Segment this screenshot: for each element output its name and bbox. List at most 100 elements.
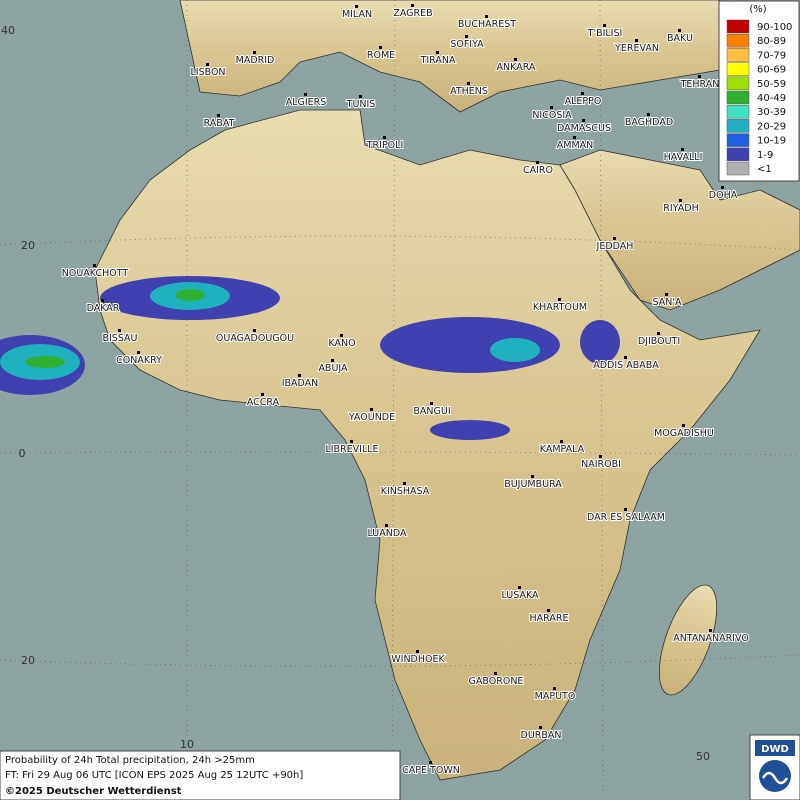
- legend-label: 30-39: [757, 107, 786, 118]
- city-label: HARARE: [530, 613, 569, 624]
- city-marker: [485, 15, 488, 18]
- city-label: TEHRAN: [680, 79, 720, 90]
- city-marker: [547, 609, 550, 612]
- city-marker: [657, 332, 660, 335]
- caption-line: ©2025 Deutscher Wetterdienst: [5, 786, 182, 797]
- city-label: TUNIS: [346, 99, 376, 110]
- legend-swatch: [726, 48, 750, 62]
- city-label: BANGUI: [413, 406, 450, 417]
- grid-label: 20: [21, 654, 35, 667]
- city-marker: [539, 726, 542, 729]
- legend-label: 1-9: [757, 150, 773, 161]
- city-label: DAKAR: [87, 303, 120, 314]
- caption-line: Probability of 24h Total precipitation, …: [5, 755, 255, 766]
- logo-band: [755, 740, 795, 756]
- city-label: DURBAN: [521, 730, 562, 741]
- city-marker: [359, 95, 362, 98]
- legend-swatch: [726, 104, 750, 119]
- legend-swatch: [726, 119, 750, 133]
- city-label: KANO: [328, 338, 355, 349]
- legend-swatch: [726, 76, 750, 91]
- legend-swatch: [726, 33, 750, 48]
- city-marker: [355, 5, 358, 8]
- city-label: DJIBOUTI: [638, 336, 680, 347]
- city-marker: [383, 136, 386, 139]
- city-marker: [217, 114, 220, 117]
- city-marker: [682, 424, 685, 427]
- city-marker: [340, 334, 343, 337]
- city-marker: [370, 408, 373, 411]
- legend-label: 90-100: [757, 22, 792, 33]
- city-label: RIYADH: [663, 203, 698, 214]
- city-label: KINSHASA: [381, 486, 430, 497]
- city-label: YAOUNDE: [348, 412, 395, 423]
- city-label: CONAKRY: [116, 355, 162, 366]
- city-marker: [518, 586, 521, 589]
- city-label: DOHA: [709, 190, 738, 201]
- city-marker: [536, 161, 539, 164]
- city-label: ANKARA: [497, 62, 536, 73]
- city-marker: [206, 63, 209, 66]
- city-label: DAR ES SALAAM: [587, 512, 665, 523]
- city-marker: [304, 93, 307, 96]
- caption-line: FT: Fri 29 Aug 06 UTC [ICON EPS 2025 Aug…: [5, 770, 303, 781]
- city-marker: [430, 402, 433, 405]
- city-label: JEDDAH: [596, 241, 634, 252]
- city-label: GABORONE: [469, 676, 524, 687]
- city-marker: [624, 508, 627, 511]
- grid-label: 40: [1, 24, 15, 37]
- city-marker: [531, 475, 534, 478]
- grid-label: 10: [180, 738, 194, 751]
- city-marker: [721, 186, 724, 189]
- legend-swatch: [726, 161, 750, 176]
- city-marker: [416, 650, 419, 653]
- city-label: WINDHOEK: [391, 654, 445, 665]
- grid-label: 50: [696, 750, 710, 763]
- city-label: OUAGADOUGOU: [216, 333, 294, 344]
- city-label: ABUJA: [318, 363, 348, 374]
- city-label: MOGADISHU: [654, 428, 714, 439]
- city-marker: [385, 524, 388, 527]
- city-label: NAIROBI: [581, 459, 621, 470]
- city-marker: [514, 58, 517, 61]
- legend-label: 40-49: [757, 93, 786, 104]
- city-marker: [467, 82, 470, 85]
- city-marker: [603, 24, 606, 27]
- city-label: ANTANANARIVO: [673, 633, 749, 644]
- city-label: CAIRO: [523, 165, 553, 176]
- legend-label: 10-19: [757, 136, 786, 147]
- city-label: ALEPPO: [565, 96, 602, 107]
- city-marker: [679, 199, 682, 202]
- city-label: SAN'A: [653, 297, 682, 308]
- city-marker: [709, 629, 712, 632]
- city-label: BISSAU: [102, 333, 137, 344]
- city-labels: MILAN ZAGREB BUCHAREST T'BILISI BAKU MADRID RO…: [61, 4, 750, 777]
- legend-swatch: [726, 90, 750, 105]
- city-marker: [403, 482, 406, 485]
- city-label: YEREVAN: [614, 43, 659, 54]
- city-label: NOUAKCHOTT: [62, 268, 129, 279]
- city-marker: [118, 329, 121, 332]
- city-label: BUJUMBURA: [504, 479, 562, 490]
- city-marker: [436, 51, 439, 54]
- city-marker: [261, 393, 264, 396]
- city-label: KHARTOUM: [533, 302, 587, 313]
- legend-label: 50-59: [757, 79, 786, 90]
- city-label: BAKU: [667, 33, 693, 44]
- city-marker: [678, 29, 681, 32]
- city-marker: [137, 351, 140, 354]
- city-marker: [93, 264, 96, 267]
- city-label: LUANDA: [367, 528, 407, 539]
- city-label: LISBON: [190, 67, 225, 78]
- city-marker: [573, 136, 576, 139]
- city-marker: [665, 293, 668, 296]
- legend-swatch: [726, 19, 750, 34]
- city-label: SOFIYA: [450, 39, 484, 50]
- city-marker: [582, 119, 585, 122]
- city-label: IBADAN: [282, 378, 319, 389]
- logo-text: DWD: [761, 744, 789, 755]
- city-label: ZAGREB: [393, 8, 432, 19]
- land: [94, 0, 800, 781]
- city-marker: [681, 148, 684, 151]
